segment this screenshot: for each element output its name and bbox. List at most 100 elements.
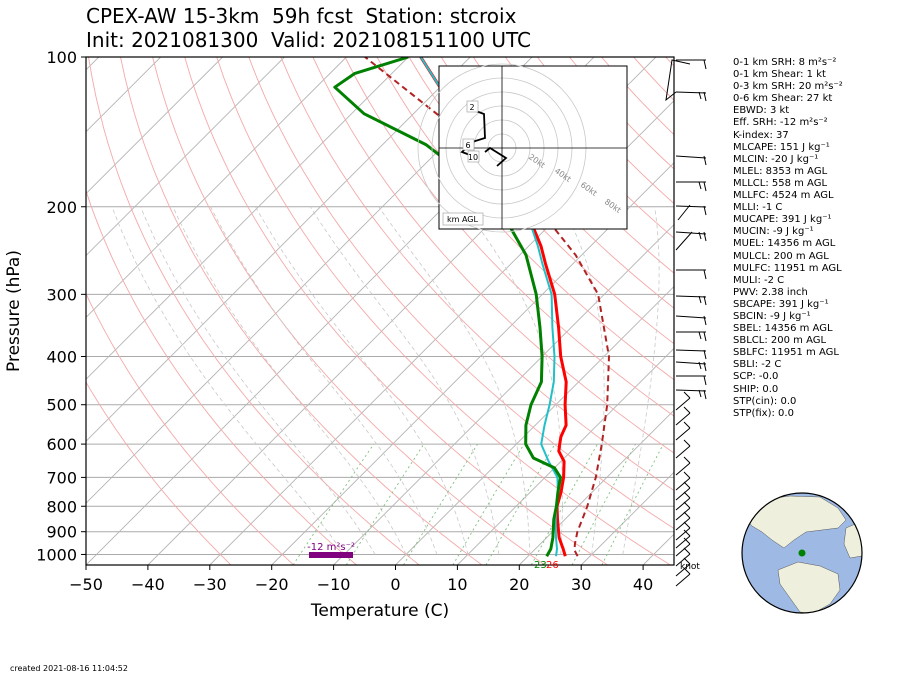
stat-line: K-index: 37 bbox=[733, 129, 789, 141]
stat-line: MLCIN: -20 J kg⁻¹ bbox=[733, 153, 819, 165]
barb-staff bbox=[675, 535, 691, 549]
x-tick-label: 20 bbox=[509, 575, 529, 594]
srh-label: -12 m²s⁻² bbox=[307, 542, 355, 553]
dry-adiabat bbox=[152, 57, 546, 565]
x-tick-label: 40 bbox=[633, 575, 653, 594]
dry-adiabat bbox=[472, 57, 674, 274]
x-tick-label: 0 bbox=[390, 575, 400, 594]
barb-staff bbox=[675, 507, 691, 521]
wind-barb bbox=[676, 269, 707, 280]
srh-bar bbox=[309, 552, 353, 558]
chart-extras: -12 m²s⁻² 23 26 knot bbox=[307, 542, 700, 572]
globe-outline bbox=[741, 492, 863, 614]
stat-line: MLLFC: 4524 m AGL bbox=[733, 190, 834, 202]
wind-barb bbox=[676, 59, 707, 70]
dry-adiabat bbox=[312, 57, 674, 454]
stat-line: MLCAPE: 151 J kg⁻¹ bbox=[733, 141, 830, 153]
barb-flag bbox=[698, 389, 702, 398]
wind-barb bbox=[675, 421, 691, 441]
barb-flag bbox=[683, 456, 691, 464]
moist-adiabat bbox=[210, 206, 438, 555]
stat-line: SCP: -0.0 bbox=[733, 371, 779, 383]
dry-adiabat bbox=[376, 57, 674, 381]
stat-line: 0-1 km SRH: 8 m²s⁻² bbox=[733, 57, 837, 68]
barb-flag bbox=[703, 389, 707, 400]
x-tick-label: 30 bbox=[571, 575, 591, 594]
barb-staff bbox=[665, 59, 693, 251]
dry-adiabat bbox=[86, 381, 232, 565]
x-tick-label: −10 bbox=[317, 575, 351, 594]
barb-staff bbox=[675, 497, 691, 511]
barb-flag bbox=[683, 406, 691, 414]
mixing-ratio-line bbox=[601, 443, 664, 565]
dry-adiabat bbox=[216, 57, 671, 565]
x-tick-label: −50 bbox=[69, 575, 103, 594]
isotherm bbox=[395, 285, 674, 565]
moist-adiabat bbox=[111, 206, 345, 555]
plot-frame bbox=[85, 56, 675, 566]
barb-flag bbox=[703, 91, 707, 102]
barb-staff bbox=[675, 427, 691, 441]
barb-staff bbox=[675, 295, 707, 298]
isotherm bbox=[86, 57, 409, 380]
wind-barb bbox=[675, 391, 691, 411]
barb-staff bbox=[675, 412, 691, 426]
wind-barb bbox=[675, 557, 691, 577]
barb-flag bbox=[683, 481, 691, 489]
barb-flag bbox=[683, 491, 691, 499]
isotherm bbox=[580, 471, 674, 565]
axis-ticks: −50 −40 −30 −20 −10 0 10 20 30 40 100 200 300 400 500 6… bbox=[4, 48, 653, 621]
moist-adiabat bbox=[622, 206, 660, 555]
stat-line: SBEL: 14356 m AGL bbox=[733, 323, 833, 335]
mixing-ratio-line bbox=[403, 443, 478, 565]
moist-adiabat bbox=[463, 206, 563, 555]
y-tick-label: 400 bbox=[46, 348, 77, 367]
x-tick-label: −30 bbox=[193, 575, 227, 594]
chart-title: CPEX-AW 15-3km 59h fcst Station: stcroix bbox=[86, 4, 517, 28]
x-tick-label: 10 bbox=[447, 575, 467, 594]
stat-line: MLEL: 8353 m AGL bbox=[733, 165, 828, 177]
wind-barb bbox=[675, 491, 691, 511]
wind-barb bbox=[675, 439, 691, 459]
wind-barb bbox=[675, 315, 707, 326]
stat-line: STP(cin): 0.0 bbox=[733, 395, 797, 407]
barb-staff bbox=[675, 155, 707, 159]
barb-flag bbox=[698, 361, 702, 370]
hodograph-unit-box bbox=[442, 212, 484, 226]
y-tick-label: 600 bbox=[46, 435, 77, 454]
stat-line: SBCAPE: 391 J kg⁻¹ bbox=[733, 298, 829, 310]
isotherm bbox=[86, 57, 223, 195]
wind-barb bbox=[675, 547, 691, 567]
barb-flag bbox=[703, 231, 707, 242]
dry-adiabat bbox=[344, 57, 674, 417]
barb-staff bbox=[675, 563, 691, 577]
hodograph-height-box bbox=[466, 100, 479, 113]
wind-barb bbox=[675, 295, 707, 306]
barb-flag bbox=[698, 295, 702, 304]
isotherm bbox=[271, 162, 674, 565]
barb-flag bbox=[703, 181, 707, 192]
moist-adiabat bbox=[172, 206, 407, 555]
barb-staff bbox=[675, 91, 707, 94]
hodograph-height-label: 10 bbox=[468, 153, 478, 162]
moist-adiabat bbox=[309, 206, 500, 555]
station-marker bbox=[798, 549, 806, 557]
barb-staff bbox=[675, 397, 691, 411]
barb-staff bbox=[675, 527, 691, 541]
barb-flag bbox=[698, 231, 702, 240]
barb-flag bbox=[698, 181, 702, 190]
hodograph-unit-label: km AGL bbox=[447, 215, 479, 224]
created-timestamp: created 2021-08-16 11:04:52 bbox=[10, 664, 128, 673]
barb-flag bbox=[683, 557, 691, 565]
wind-barb bbox=[675, 481, 691, 501]
isotherm bbox=[457, 347, 674, 565]
wind-barb bbox=[675, 349, 707, 360]
wind-barb bbox=[676, 375, 707, 386]
wind-barb bbox=[676, 181, 707, 192]
dry-adiabat bbox=[86, 189, 357, 565]
stat-line: MUCIN: -9 J kg⁻¹ bbox=[733, 226, 814, 238]
y-tick-label: 900 bbox=[46, 523, 77, 542]
stat-line: SBLFC: 11951 m AGL bbox=[733, 347, 839, 359]
barb-staff bbox=[675, 445, 691, 459]
